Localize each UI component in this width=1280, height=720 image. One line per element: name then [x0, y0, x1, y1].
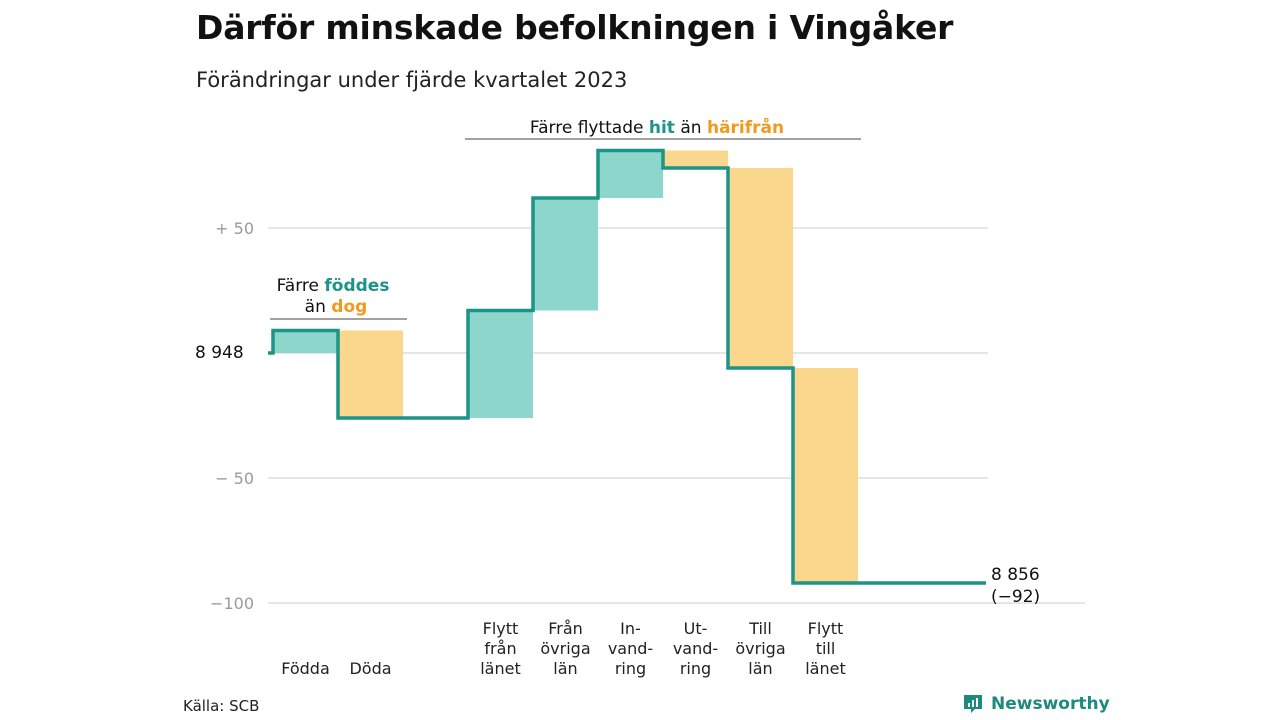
category-label: In-: [620, 619, 641, 638]
deaths-annotation-prefix: än: [305, 297, 326, 317]
end-value-label: 8 856: [991, 565, 1040, 585]
births-annotation-prefix: Färre: [277, 276, 319, 296]
moves-annotation-middle: än: [680, 118, 701, 138]
births-annotation: Färre föddes än dog: [270, 276, 407, 320]
moves-annotation-highlight-hit: hit: [649, 118, 675, 138]
category-label: Ut-: [684, 619, 708, 638]
category-labels: Födda DödaFlyttfrånlänetFrånövrigalänIn-v…: [281, 619, 846, 678]
category-label: ring: [680, 659, 711, 678]
newsworthy-icon: [964, 695, 982, 713]
decrease-bar: [663, 150, 728, 168]
y-tick-label: − 50: [215, 469, 254, 488]
start-value-label: 8 948: [195, 343, 244, 363]
chart-title: Därför minskade befolkningen i Vingåker: [196, 8, 954, 47]
category-label: länet: [805, 659, 846, 678]
decrease-bar: [793, 368, 858, 583]
births-annotation-line1: Färre föddes: [277, 276, 390, 296]
decrease-bar: [728, 168, 793, 368]
gridlines: [268, 227, 1085, 604]
y-tick-label: + 50: [215, 219, 254, 238]
population-step-line: [268, 148, 986, 585]
category-label: Döda: [349, 659, 391, 678]
end-change-label: (−92): [991, 587, 1040, 607]
bars: [273, 150, 858, 583]
moves-annotation: Färre flyttade hit än härifrån: [465, 116, 861, 140]
category-label: vand-: [673, 639, 718, 658]
category-label: länet: [480, 659, 521, 678]
category-label: Till: [748, 619, 772, 638]
deaths-annotation-highlight: dog: [331, 297, 367, 317]
category-label: län: [748, 659, 772, 678]
category-label: övriga: [540, 639, 590, 658]
moves-annotation-prefix: Färre flyttade: [530, 118, 644, 138]
y-tick-label: −100: [210, 594, 254, 613]
category-label: ring: [615, 659, 646, 678]
increase-bar: [533, 198, 598, 311]
category-label: övriga: [735, 639, 785, 658]
increase-bar: [273, 330, 338, 353]
increase-bar: [598, 150, 663, 198]
newsworthy-logo: Newsworthy: [961, 692, 1110, 716]
source-label: Källa: SCB: [183, 697, 260, 715]
category-label: Födda: [281, 659, 330, 678]
step-line: [268, 148, 986, 585]
category-label: Flytt: [483, 619, 519, 638]
category-label: Flytt: [808, 619, 844, 638]
moves-annotation-highlight-harifran: härifrån: [707, 116, 784, 138]
category-label: län: [553, 659, 577, 678]
y-tick-labels: + 50 − 50 −100: [210, 219, 254, 613]
decrease-bar: [338, 330, 403, 418]
category-label: Från: [548, 619, 583, 638]
births-annotation-highlight: föddes: [324, 276, 389, 296]
category-label: till: [816, 639, 836, 658]
category-label: från: [484, 639, 516, 658]
category-label: vand-: [608, 639, 653, 658]
moves-annotation-text: Färre flyttade hit än härifrån: [530, 116, 784, 138]
births-annotation-line2: än dog: [305, 297, 368, 317]
waterfall-chart: + 50− 50−100 Födda DödaFlyttfrånlänetFrån…: [195, 116, 1085, 678]
chart-subtitle: Förändringar under fjärde kvartalet 2023: [196, 68, 628, 92]
brand-name: Newsworthy: [991, 694, 1110, 714]
increase-bar: [468, 310, 533, 418]
